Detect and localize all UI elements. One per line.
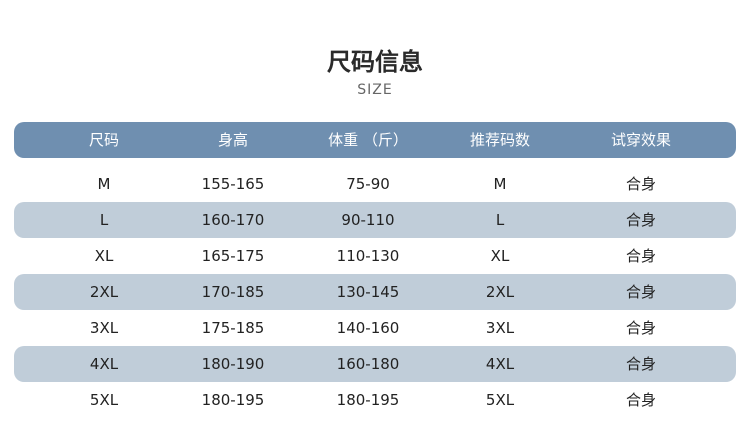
table-cell: L <box>495 211 505 229</box>
table-cell: 2XL <box>485 283 515 301</box>
table-cell: 5XL <box>485 391 515 409</box>
table-row: 5XL 180-195 180-195 5XL 合身 <box>14 382 736 418</box>
table-cell: 160-180 <box>336 355 400 373</box>
table-header: 尺码 身高 体重 （斤） 推荐码数 试穿效果 <box>14 122 736 158</box>
table-row: XL 165-175 110-130 XL 合身 <box>14 238 736 274</box>
table-cell: 4XL <box>89 355 119 373</box>
header-cell: 身高 <box>217 131 248 149</box>
table-cell: 170-185 <box>201 283 265 301</box>
table-cell: 2XL <box>89 283 119 301</box>
table-cell: XL <box>490 247 510 265</box>
table-cell: 75-90 <box>346 175 390 193</box>
table-cell: 合身 <box>625 247 656 265</box>
table-cell: 130-145 <box>336 283 400 301</box>
header-cell: 体重 （斤） <box>328 131 408 149</box>
table-row: 3XL 175-185 140-160 3XL 合身 <box>14 310 736 346</box>
table-cell: 合身 <box>625 283 656 301</box>
table-cell: 90-110 <box>341 211 395 229</box>
table-cell: M <box>493 175 507 193</box>
table-row: M 155-165 75-90 M 合身 <box>14 166 736 202</box>
table-cell: 合身 <box>625 355 656 373</box>
table-cell: 180-195 <box>336 391 400 409</box>
table-cell: L <box>99 211 109 229</box>
table-cell: 合身 <box>625 319 656 337</box>
table-cell: 155-165 <box>201 175 265 193</box>
table-cell: 175-185 <box>201 319 265 337</box>
page-title: 尺码信息 <box>327 48 423 76</box>
table-cell: 160-170 <box>201 211 265 229</box>
header-cell: 尺码 <box>88 131 119 149</box>
header-cell: 推荐码数 <box>469 131 530 149</box>
table-cell: 3XL <box>89 319 119 337</box>
page-subtitle: SIZE <box>357 82 393 98</box>
table-cell: 合身 <box>625 175 656 193</box>
table-row: 4XL 180-190 160-180 4XL 合身 <box>14 346 736 382</box>
table-cell: 4XL <box>485 355 515 373</box>
table-cell: 140-160 <box>336 319 400 337</box>
table-row: 2XL 170-185 130-145 2XL 合身 <box>14 274 736 310</box>
table-cell: 3XL <box>485 319 515 337</box>
table-cell: 合身 <box>625 391 656 409</box>
table-cell: 合身 <box>625 211 656 229</box>
table-cell: 110-130 <box>336 247 400 265</box>
table-cell: 5XL <box>89 391 119 409</box>
header-cell: 试穿效果 <box>610 131 671 149</box>
table-cell: 165-175 <box>201 247 265 265</box>
table-row: L 160-170 90-110 L 合身 <box>14 202 736 238</box>
table-cell: XL <box>94 247 114 265</box>
table-cell: M <box>97 175 111 193</box>
table-cell: 180-190 <box>201 355 265 373</box>
table-cell: 180-195 <box>201 391 265 409</box>
